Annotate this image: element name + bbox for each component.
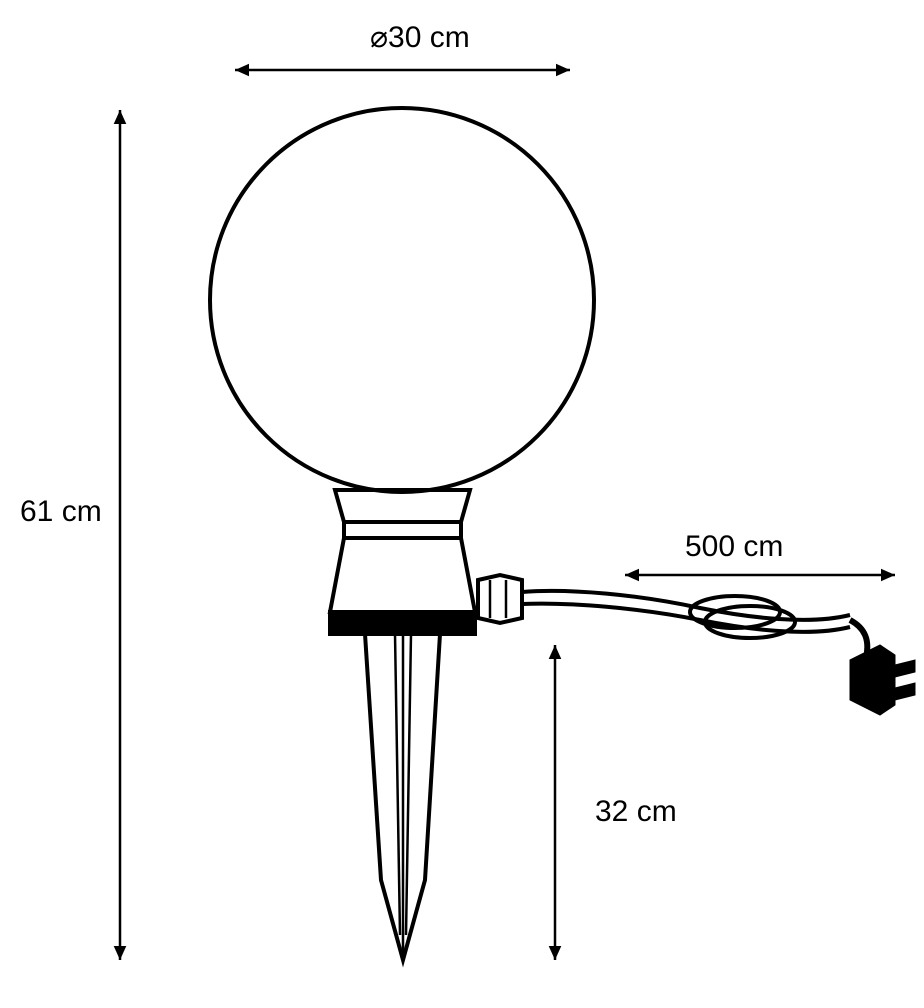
plug-prong-2: [895, 683, 915, 700]
cable-gland: [478, 575, 522, 623]
dimension-arrow-cable: [625, 569, 895, 582]
diagram-stage: ⌀30 cm 61 cm 32 cm 500 cm: [0, 0, 924, 1008]
plug-body: [850, 645, 895, 715]
power-cable-strand: [522, 604, 850, 632]
label-total-height: 61 cm: [20, 495, 102, 529]
plug-prong-1: [895, 660, 915, 677]
dimension-arrow-diameter: [235, 64, 570, 77]
neck-bottom-band: [330, 612, 475, 634]
neck-lower-trapezoid: [330, 538, 475, 612]
diagram-svg: [0, 0, 924, 1008]
globe-sphere: [210, 108, 594, 492]
neck-band: [344, 522, 461, 538]
spike-ridge-left: [395, 634, 400, 935]
spike-ridge-right: [406, 634, 411, 935]
neck-upper-trapezoid: [335, 490, 470, 522]
dimension-arrow-spike: [549, 645, 562, 960]
label-diameter: ⌀30 cm: [370, 20, 470, 55]
label-spike-height: 32 cm: [595, 795, 677, 829]
dimension-arrow-height: [114, 110, 127, 960]
label-cable-length: 500 cm: [685, 530, 783, 564]
